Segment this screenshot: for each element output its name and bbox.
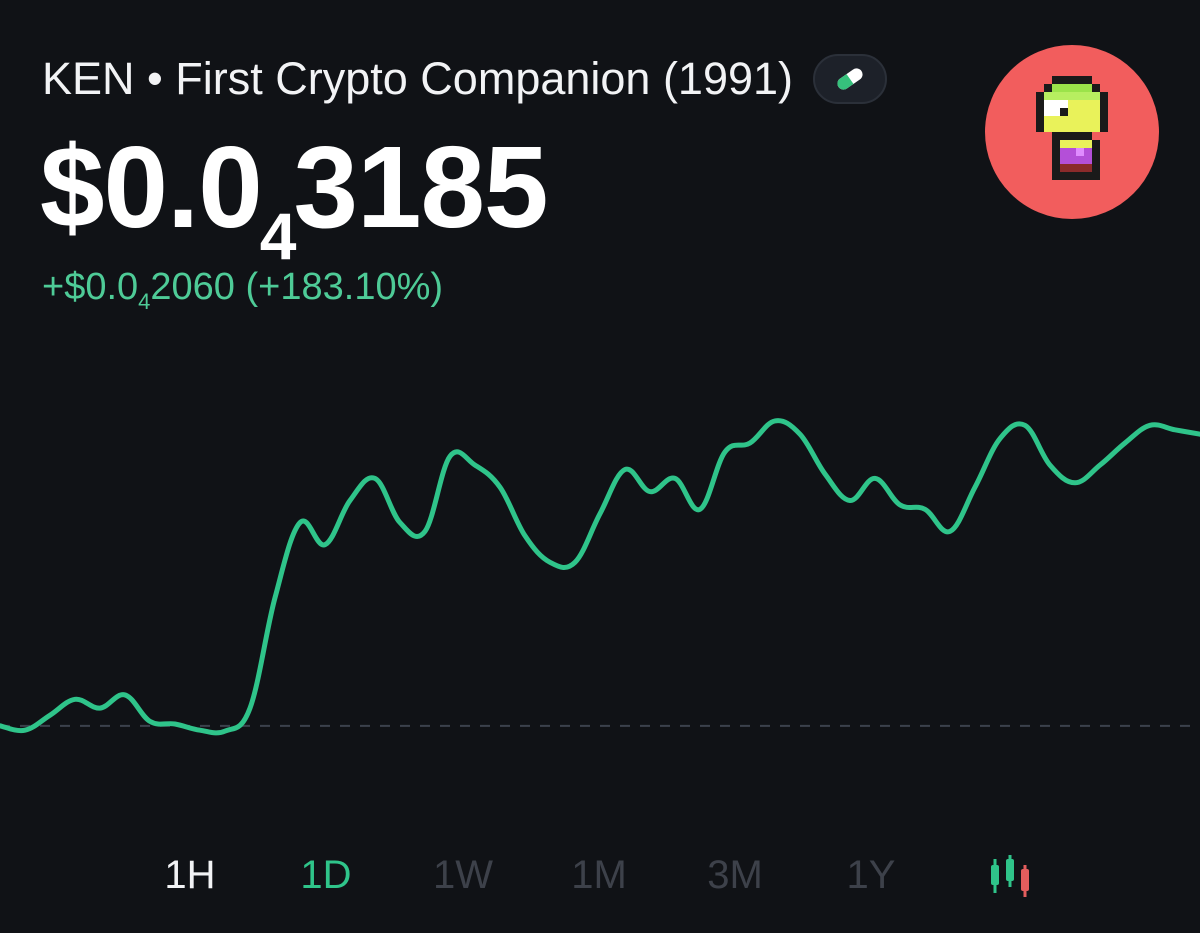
price-zero-count: 4: [259, 199, 297, 273]
range-3m[interactable]: 3M: [707, 853, 763, 897]
time-range-selector: 1H 1D 1W 1M 3M 1Y: [0, 845, 1200, 905]
price-change: +$0.042060 (+183.10%): [42, 262, 443, 317]
token-title: KEN • First Crypto Companion (1991): [42, 53, 794, 104]
header: KEN • First Crypto Companion (1991): [42, 50, 888, 108]
range-1h[interactable]: 1H: [164, 853, 216, 897]
price-digits: 3185: [293, 122, 549, 252]
pill-badge[interactable]: [813, 54, 888, 104]
change-digits: 2060: [150, 266, 235, 308]
title-row: KEN • First Crypto Companion (1991): [42, 50, 888, 108]
price-chart[interactable]: [0, 360, 1200, 800]
range-1w[interactable]: 1W: [433, 853, 493, 897]
token-avatar: [985, 45, 1159, 219]
current-price: $0.043185: [40, 122, 549, 273]
range-1d[interactable]: 1D: [300, 853, 352, 897]
change-zero-count: 4: [138, 289, 151, 314]
price-prefix: $0.0: [40, 122, 263, 252]
pill-icon: [837, 68, 863, 90]
chart-series-line: [0, 418, 1200, 736]
range-1m[interactable]: 1M: [571, 853, 627, 897]
change-prefix: +$0.0: [42, 266, 139, 308]
candlestick-icon[interactable]: [985, 853, 1035, 899]
range-1y[interactable]: 1Y: [846, 853, 896, 897]
pixel-character-avatar-icon: [1036, 76, 1108, 180]
change-percent: (+183.10%): [245, 266, 444, 308]
